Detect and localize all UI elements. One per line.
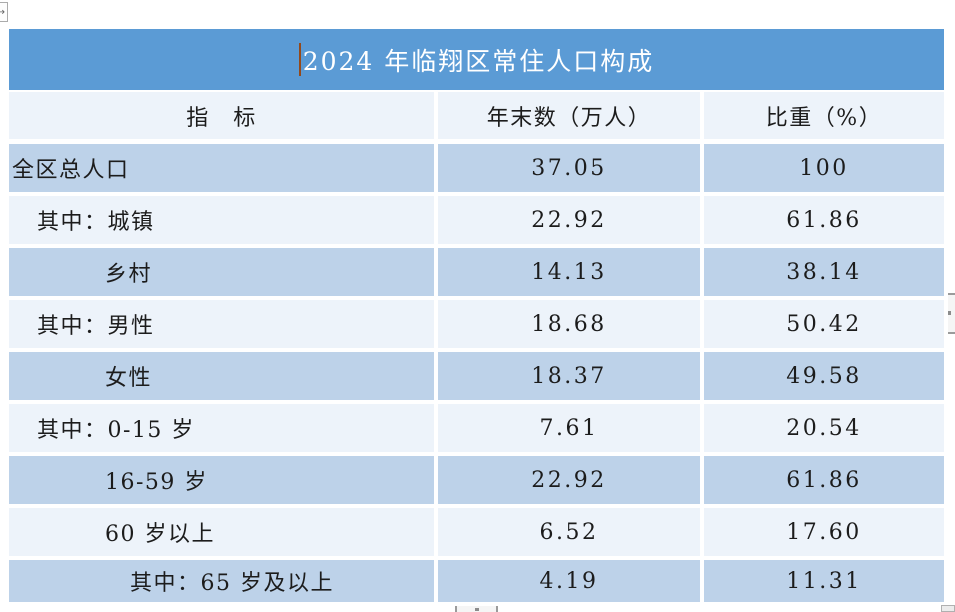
row-share-cell[interactable]: 61.86: [704, 196, 944, 244]
row-year-end-cell[interactable]: 18.68: [438, 300, 700, 348]
header-cell-indicator[interactable]: 指 标: [9, 92, 434, 139]
row-share-cell[interactable]: 50.42: [704, 300, 944, 348]
row-year-end-cell[interactable]: 7.61: [438, 404, 700, 452]
row-year-end-cell[interactable]: 4.19: [438, 560, 700, 602]
table-rows: 全区总人口 37.05 100 其中：城镇 22.92 61.86 乡村 14.…: [9, 144, 944, 602]
row-label-cell[interactable]: 16-59 岁: [9, 456, 434, 504]
vertical-scrollbar-thumb[interactable]: [948, 293, 955, 334]
row-year-end-cell[interactable]: 14.13: [438, 248, 700, 296]
row-share-cell[interactable]: 17.60: [704, 508, 944, 556]
row-label-cell[interactable]: 其中：男性: [9, 300, 434, 348]
table-title: 2024 年临翔区常住人口构成: [302, 46, 655, 76]
table-row: 其中：男性 18.68 50.42: [9, 300, 944, 348]
horizontal-scrollbar-thumb[interactable]: [455, 606, 498, 612]
row-label-cell[interactable]: 乡村: [9, 248, 434, 296]
row-share-cell[interactable]: 61.86: [704, 456, 944, 504]
table-row: 其中：城镇 22.92 61.86: [9, 196, 944, 244]
row-year-end-cell[interactable]: 18.37: [438, 352, 700, 400]
table-row: 16-59 岁 22.92 61.86: [9, 456, 944, 504]
table-row: 60 岁以上 6.52 17.60: [9, 508, 944, 556]
table-row: 女性 18.37 49.58: [9, 352, 944, 400]
row-share-cell[interactable]: 20.54: [704, 404, 944, 452]
table-row: 全区总人口 37.05 100: [9, 144, 944, 192]
row-label-cell[interactable]: 其中：65 岁及以上: [9, 560, 434, 602]
row-year-end-cell[interactable]: 22.92: [438, 456, 700, 504]
row-year-end-cell[interactable]: 22.92: [438, 196, 700, 244]
scrollbar-corner: [941, 605, 955, 612]
table-row: 其中：65 岁及以上 4.19 11.31: [9, 560, 944, 602]
header-cell-share[interactable]: 比重（%）: [704, 92, 944, 139]
table-header-row: 指 标 年末数（万人） 比重（%）: [9, 92, 944, 139]
row-share-cell[interactable]: 38.14: [704, 248, 944, 296]
table-row: 其中：0-15 岁 7.61 20.54: [9, 404, 944, 452]
row-share-cell[interactable]: 100: [704, 144, 944, 192]
header-cell-year-end[interactable]: 年末数（万人）: [438, 92, 700, 139]
row-label-cell[interactable]: 其中：0-15 岁: [9, 404, 434, 452]
row-label-cell[interactable]: 全区总人口: [9, 144, 434, 192]
row-label-cell[interactable]: 其中：城镇: [9, 196, 434, 244]
population-table: 2024 年临翔区常住人口构成 指 标 年末数（万人） 比重（%） 全区总人口 …: [9, 29, 944, 602]
row-share-cell[interactable]: 49.58: [704, 352, 944, 400]
row-share-cell[interactable]: 11.31: [704, 560, 944, 602]
row-label-cell[interactable]: 60 岁以上: [9, 508, 434, 556]
row-year-end-cell[interactable]: 6.52: [438, 508, 700, 556]
table-title-cell[interactable]: 2024 年临翔区常住人口构成: [9, 29, 944, 90]
row-label-cell[interactable]: 女性: [9, 352, 434, 400]
text-cursor: [298, 43, 301, 76]
table-move-handle-icon[interactable]: →: [0, 2, 8, 22]
row-year-end-cell[interactable]: 37.05: [438, 144, 700, 192]
table-row: 乡村 14.13 38.14: [9, 248, 944, 296]
move-arrow-icon: →: [0, 7, 5, 18]
